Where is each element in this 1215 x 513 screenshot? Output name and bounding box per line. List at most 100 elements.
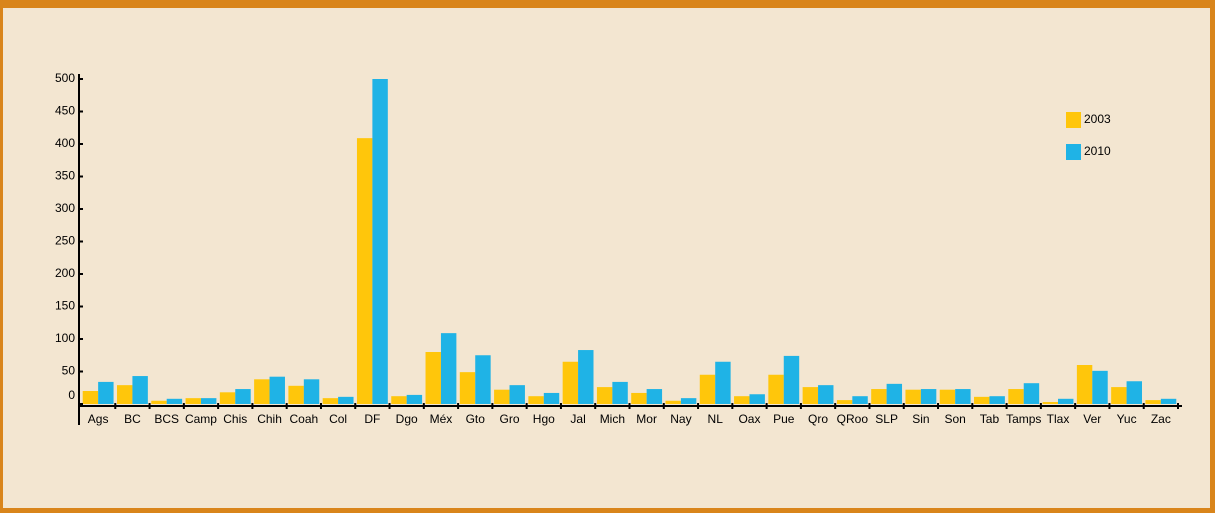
bar bbox=[631, 392, 647, 404]
bar bbox=[749, 394, 765, 404]
bar bbox=[734, 396, 750, 404]
bar bbox=[425, 352, 441, 404]
bar bbox=[322, 398, 339, 404]
bar bbox=[372, 79, 388, 404]
x-tick-label: Tamps bbox=[1006, 412, 1041, 426]
x-tick-label: Oax bbox=[738, 412, 760, 426]
bar bbox=[1008, 389, 1024, 404]
x-tick-label: Nay bbox=[670, 412, 691, 426]
y-tick-label: 0 bbox=[68, 388, 75, 402]
legend-swatch bbox=[1066, 144, 1081, 160]
x-tick-label: Qro bbox=[808, 412, 828, 426]
x-tick-label: SLP bbox=[875, 412, 898, 426]
bar bbox=[406, 394, 423, 404]
bar bbox=[440, 333, 457, 404]
bar bbox=[886, 383, 903, 404]
x-tick-label: Hgo bbox=[533, 412, 555, 426]
bar bbox=[219, 392, 236, 404]
bar bbox=[1160, 398, 1177, 404]
bar bbox=[303, 379, 320, 404]
bar bbox=[391, 396, 407, 404]
bar bbox=[269, 376, 285, 404]
legend-label: 2003 bbox=[1084, 112, 1111, 126]
bar bbox=[338, 396, 354, 404]
x-tick-label: Dgo bbox=[396, 412, 418, 426]
bar bbox=[836, 400, 853, 404]
bar bbox=[528, 396, 544, 404]
bar bbox=[1092, 370, 1108, 404]
bar bbox=[905, 389, 921, 404]
x-tick-label: Mor bbox=[636, 412, 657, 426]
x-tick-label: Chih bbox=[257, 412, 282, 426]
x-tick-label: Gto bbox=[466, 412, 486, 426]
x-tick-label: Ags bbox=[88, 412, 109, 426]
x-tick-label: Sin bbox=[912, 412, 929, 426]
x-tick-label: Son bbox=[944, 412, 965, 426]
bar bbox=[612, 381, 628, 404]
bar bbox=[802, 387, 819, 404]
bar bbox=[871, 389, 887, 404]
bar bbox=[288, 385, 304, 404]
bar bbox=[1111, 387, 1127, 404]
bar bbox=[715, 361, 731, 404]
bar bbox=[1076, 365, 1093, 404]
x-tick-label: Mich bbox=[600, 412, 625, 426]
bar bbox=[989, 396, 1005, 404]
y-tick-label: 150 bbox=[55, 299, 75, 313]
bar bbox=[596, 387, 613, 404]
bar bbox=[1023, 383, 1040, 404]
y-tick-label: 100 bbox=[55, 331, 75, 345]
y-tick-label: 200 bbox=[55, 266, 75, 280]
x-tick-label: Zac bbox=[1151, 412, 1171, 426]
bar bbox=[699, 374, 716, 404]
x-tick-label: Tlax bbox=[1047, 412, 1070, 426]
y-tick-label: 400 bbox=[55, 136, 75, 150]
x-tick-label: Coah bbox=[289, 412, 318, 426]
x-tick-label: NL bbox=[708, 412, 724, 426]
bar bbox=[235, 389, 251, 404]
bar bbox=[166, 398, 183, 404]
bar bbox=[768, 374, 784, 404]
x-tick-label: Yuc bbox=[1117, 412, 1137, 426]
x-tick-label: Camp bbox=[185, 412, 217, 426]
bar bbox=[356, 138, 373, 404]
x-tick-label: Pue bbox=[773, 412, 795, 426]
x-tick-label: BCS bbox=[154, 412, 179, 426]
bar bbox=[955, 389, 971, 404]
x-tick-label: Ver bbox=[1083, 412, 1101, 426]
bar bbox=[852, 396, 868, 404]
bar bbox=[974, 396, 990, 404]
y-tick-label: 450 bbox=[55, 104, 75, 118]
panel bbox=[3, 8, 1210, 508]
bar bbox=[475, 355, 491, 404]
y-tick-label: 250 bbox=[55, 234, 75, 248]
bar bbox=[200, 398, 217, 404]
legend-label: 2010 bbox=[1084, 144, 1111, 158]
bar bbox=[665, 400, 681, 404]
bar bbox=[1126, 381, 1143, 404]
x-tick-label: QRoo bbox=[837, 412, 869, 426]
x-tick-label: Gro bbox=[500, 412, 520, 426]
x-tick-label: Tab bbox=[980, 412, 1000, 426]
bar bbox=[254, 379, 270, 404]
bar bbox=[151, 400, 167, 404]
bar bbox=[82, 391, 99, 404]
bar bbox=[1145, 400, 1161, 404]
bar bbox=[562, 361, 579, 404]
x-tick-label: Col bbox=[329, 412, 347, 426]
bar bbox=[680, 398, 697, 404]
bar bbox=[920, 389, 937, 404]
x-tick-label: DF bbox=[364, 412, 380, 426]
bar bbox=[459, 372, 476, 404]
bar bbox=[116, 385, 133, 404]
bar bbox=[1058, 398, 1074, 404]
bar bbox=[578, 350, 594, 404]
bar bbox=[543, 392, 560, 404]
legend-swatch bbox=[1066, 112, 1081, 128]
bar bbox=[783, 355, 800, 404]
bar bbox=[939, 389, 956, 404]
bar bbox=[1042, 402, 1059, 404]
y-tick-label: 350 bbox=[55, 169, 75, 183]
